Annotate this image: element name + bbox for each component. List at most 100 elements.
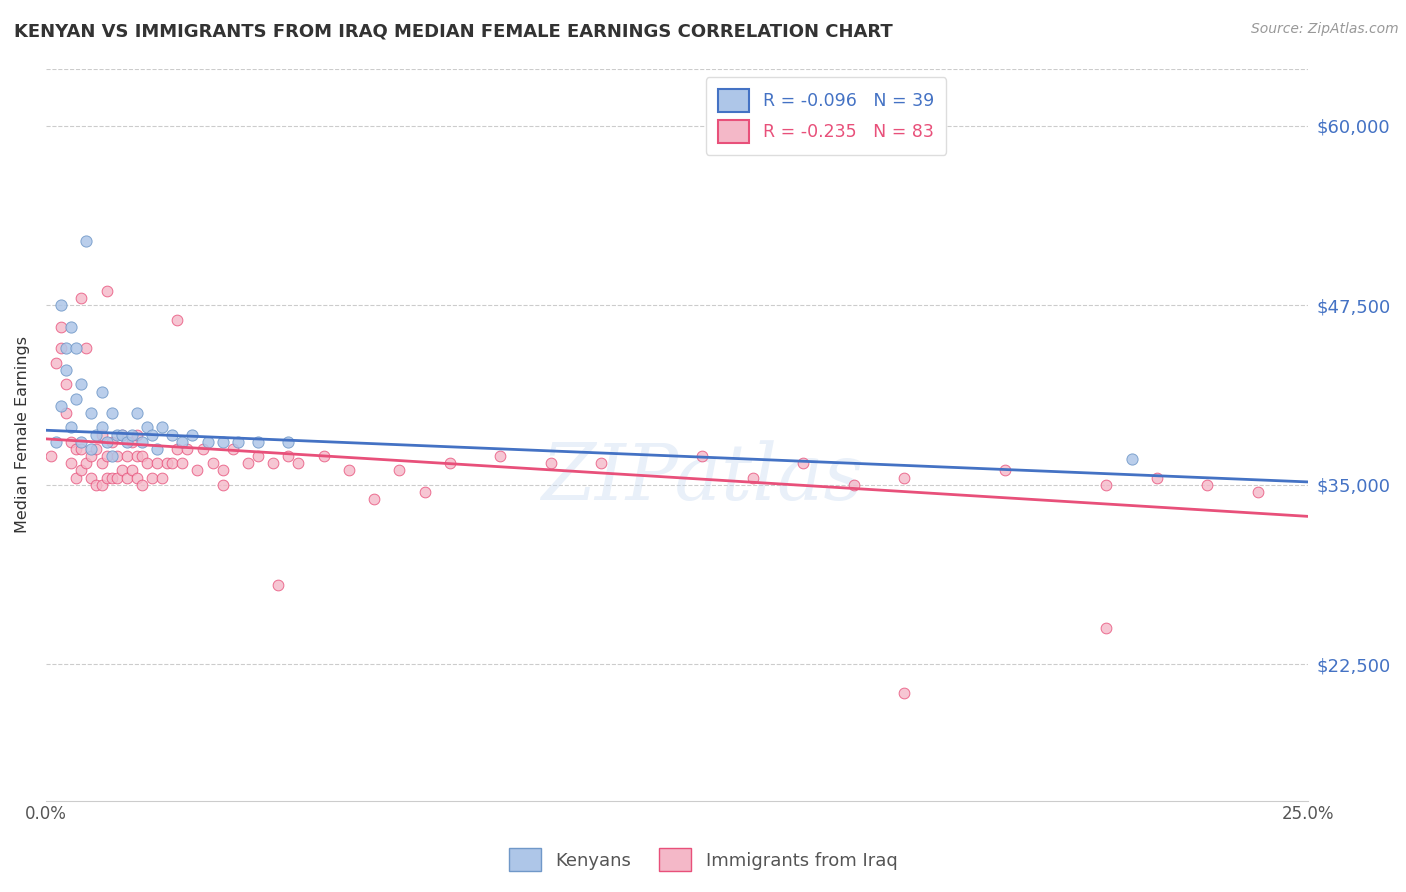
Legend: R = -0.096   N = 39, R = -0.235   N = 83: R = -0.096 N = 39, R = -0.235 N = 83 bbox=[706, 78, 946, 155]
Point bbox=[49, 319, 72, 334]
Point bbox=[160, 427, 183, 442]
Point bbox=[247, 434, 270, 449]
Point bbox=[994, 463, 1017, 477]
Point bbox=[96, 434, 118, 449]
Point bbox=[65, 470, 87, 484]
Point bbox=[60, 456, 83, 470]
Point bbox=[222, 442, 245, 456]
Y-axis label: Median Female Earnings: Median Female Earnings bbox=[15, 336, 30, 533]
Point bbox=[49, 399, 72, 413]
Point bbox=[742, 470, 765, 484]
Point bbox=[489, 449, 512, 463]
Point bbox=[150, 420, 173, 434]
Point bbox=[49, 298, 72, 312]
Point bbox=[75, 342, 97, 356]
Point bbox=[792, 456, 814, 470]
Point bbox=[115, 449, 138, 463]
Point bbox=[388, 463, 411, 477]
Point bbox=[131, 449, 153, 463]
Point bbox=[100, 406, 122, 420]
Point bbox=[1146, 470, 1168, 484]
Text: Source: ZipAtlas.com: Source: ZipAtlas.com bbox=[1251, 22, 1399, 37]
Point bbox=[267, 578, 290, 592]
Point bbox=[80, 406, 103, 420]
Point bbox=[893, 470, 915, 484]
Point bbox=[55, 363, 77, 377]
Point bbox=[247, 449, 270, 463]
Point bbox=[111, 427, 134, 442]
Point bbox=[96, 449, 118, 463]
Point bbox=[1095, 621, 1118, 635]
Point bbox=[176, 442, 198, 456]
Point bbox=[105, 427, 128, 442]
Point bbox=[90, 384, 112, 399]
Point bbox=[146, 456, 169, 470]
Point bbox=[1095, 478, 1118, 492]
Point bbox=[65, 442, 87, 456]
Point bbox=[131, 478, 153, 492]
Point bbox=[186, 463, 208, 477]
Point bbox=[1247, 485, 1270, 500]
Point bbox=[1197, 478, 1219, 492]
Point bbox=[1121, 452, 1143, 467]
Point bbox=[156, 456, 179, 470]
Point bbox=[55, 377, 77, 392]
Point bbox=[363, 492, 385, 507]
Point bbox=[277, 434, 299, 449]
Point bbox=[125, 406, 148, 420]
Point bbox=[90, 427, 112, 442]
Point bbox=[60, 420, 83, 434]
Point bbox=[166, 312, 188, 326]
Point bbox=[172, 456, 194, 470]
Point bbox=[337, 463, 360, 477]
Point bbox=[55, 406, 77, 420]
Point bbox=[111, 427, 134, 442]
Text: ZIPatlas: ZIPatlas bbox=[541, 441, 863, 516]
Point bbox=[90, 420, 112, 434]
Point bbox=[312, 449, 335, 463]
Point bbox=[60, 434, 83, 449]
Point bbox=[65, 342, 87, 356]
Point bbox=[111, 463, 134, 477]
Point bbox=[211, 463, 233, 477]
Point bbox=[100, 449, 122, 463]
Point bbox=[136, 456, 159, 470]
Point bbox=[125, 427, 148, 442]
Text: KENYAN VS IMMIGRANTS FROM IRAQ MEDIAN FEMALE EARNINGS CORRELATION CHART: KENYAN VS IMMIGRANTS FROM IRAQ MEDIAN FE… bbox=[14, 22, 893, 40]
Point bbox=[70, 463, 93, 477]
Point bbox=[49, 342, 72, 356]
Point bbox=[692, 449, 714, 463]
Point bbox=[100, 470, 122, 484]
Point bbox=[150, 470, 173, 484]
Point bbox=[121, 434, 143, 449]
Point bbox=[86, 442, 108, 456]
Point bbox=[70, 442, 93, 456]
Point bbox=[262, 456, 284, 470]
Point bbox=[125, 449, 148, 463]
Point bbox=[191, 442, 214, 456]
Point bbox=[893, 686, 915, 700]
Point bbox=[277, 449, 299, 463]
Point bbox=[141, 470, 163, 484]
Point bbox=[201, 456, 224, 470]
Point bbox=[45, 434, 67, 449]
Point bbox=[121, 427, 143, 442]
Point bbox=[86, 427, 108, 442]
Point bbox=[160, 456, 183, 470]
Point bbox=[439, 456, 461, 470]
Point bbox=[236, 456, 259, 470]
Point bbox=[70, 434, 93, 449]
Point bbox=[842, 478, 865, 492]
Point bbox=[90, 478, 112, 492]
Point bbox=[115, 470, 138, 484]
Point bbox=[100, 434, 122, 449]
Point bbox=[136, 420, 159, 434]
Point bbox=[96, 470, 118, 484]
Point bbox=[45, 356, 67, 370]
Point bbox=[413, 485, 436, 500]
Point bbox=[39, 449, 62, 463]
Point bbox=[166, 442, 188, 456]
Point bbox=[70, 377, 93, 392]
Point bbox=[211, 434, 233, 449]
Point bbox=[80, 442, 103, 456]
